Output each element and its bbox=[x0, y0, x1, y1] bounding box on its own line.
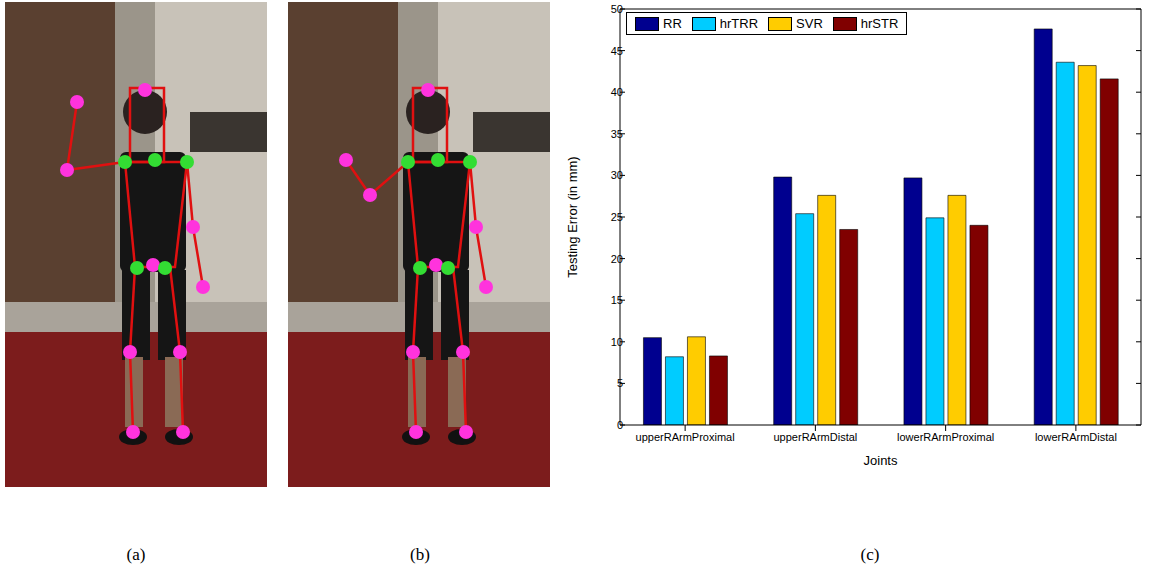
svg-text:40: 40 bbox=[611, 86, 623, 98]
html-text:(b): (b) bbox=[410, 545, 430, 564]
svg-text:Joints: Joints bbox=[864, 453, 898, 468]
svg-text:10: 10 bbox=[611, 336, 623, 348]
svg-text:20: 20 bbox=[611, 253, 623, 265]
svg-text:25: 25 bbox=[611, 211, 623, 223]
svg-text:lowerRArmDistal: lowerRArmDistal bbox=[1035, 431, 1117, 443]
svg-text:Testing Error (in mm): Testing Error (in mm) bbox=[565, 156, 580, 277]
html-text:RR: RR bbox=[663, 16, 682, 31]
html-text:(a): (a) bbox=[126, 545, 146, 564]
svg-text:0: 0 bbox=[617, 419, 623, 431]
svg-text:upperRArmProximal: upperRArmProximal bbox=[636, 431, 735, 443]
svg-text:upperRArmDistal: upperRArmDistal bbox=[774, 431, 858, 443]
html-text:hrSTR: hrSTR bbox=[860, 16, 899, 31]
svg-text:35: 35 bbox=[611, 128, 623, 140]
svg-text:50: 50 bbox=[611, 3, 623, 15]
html-text:SVR: SVR bbox=[796, 16, 823, 31]
svg-text:15: 15 bbox=[611, 294, 623, 306]
svg-text:30: 30 bbox=[611, 169, 623, 181]
html-text:hrTRR: hrTRR bbox=[719, 16, 759, 31]
svg-text:lowerRArmProximal: lowerRArmProximal bbox=[897, 431, 994, 443]
html-text:(c): (c) bbox=[860, 545, 880, 564]
svg-text:45: 45 bbox=[611, 45, 623, 57]
svg-text:5: 5 bbox=[617, 377, 623, 389]
